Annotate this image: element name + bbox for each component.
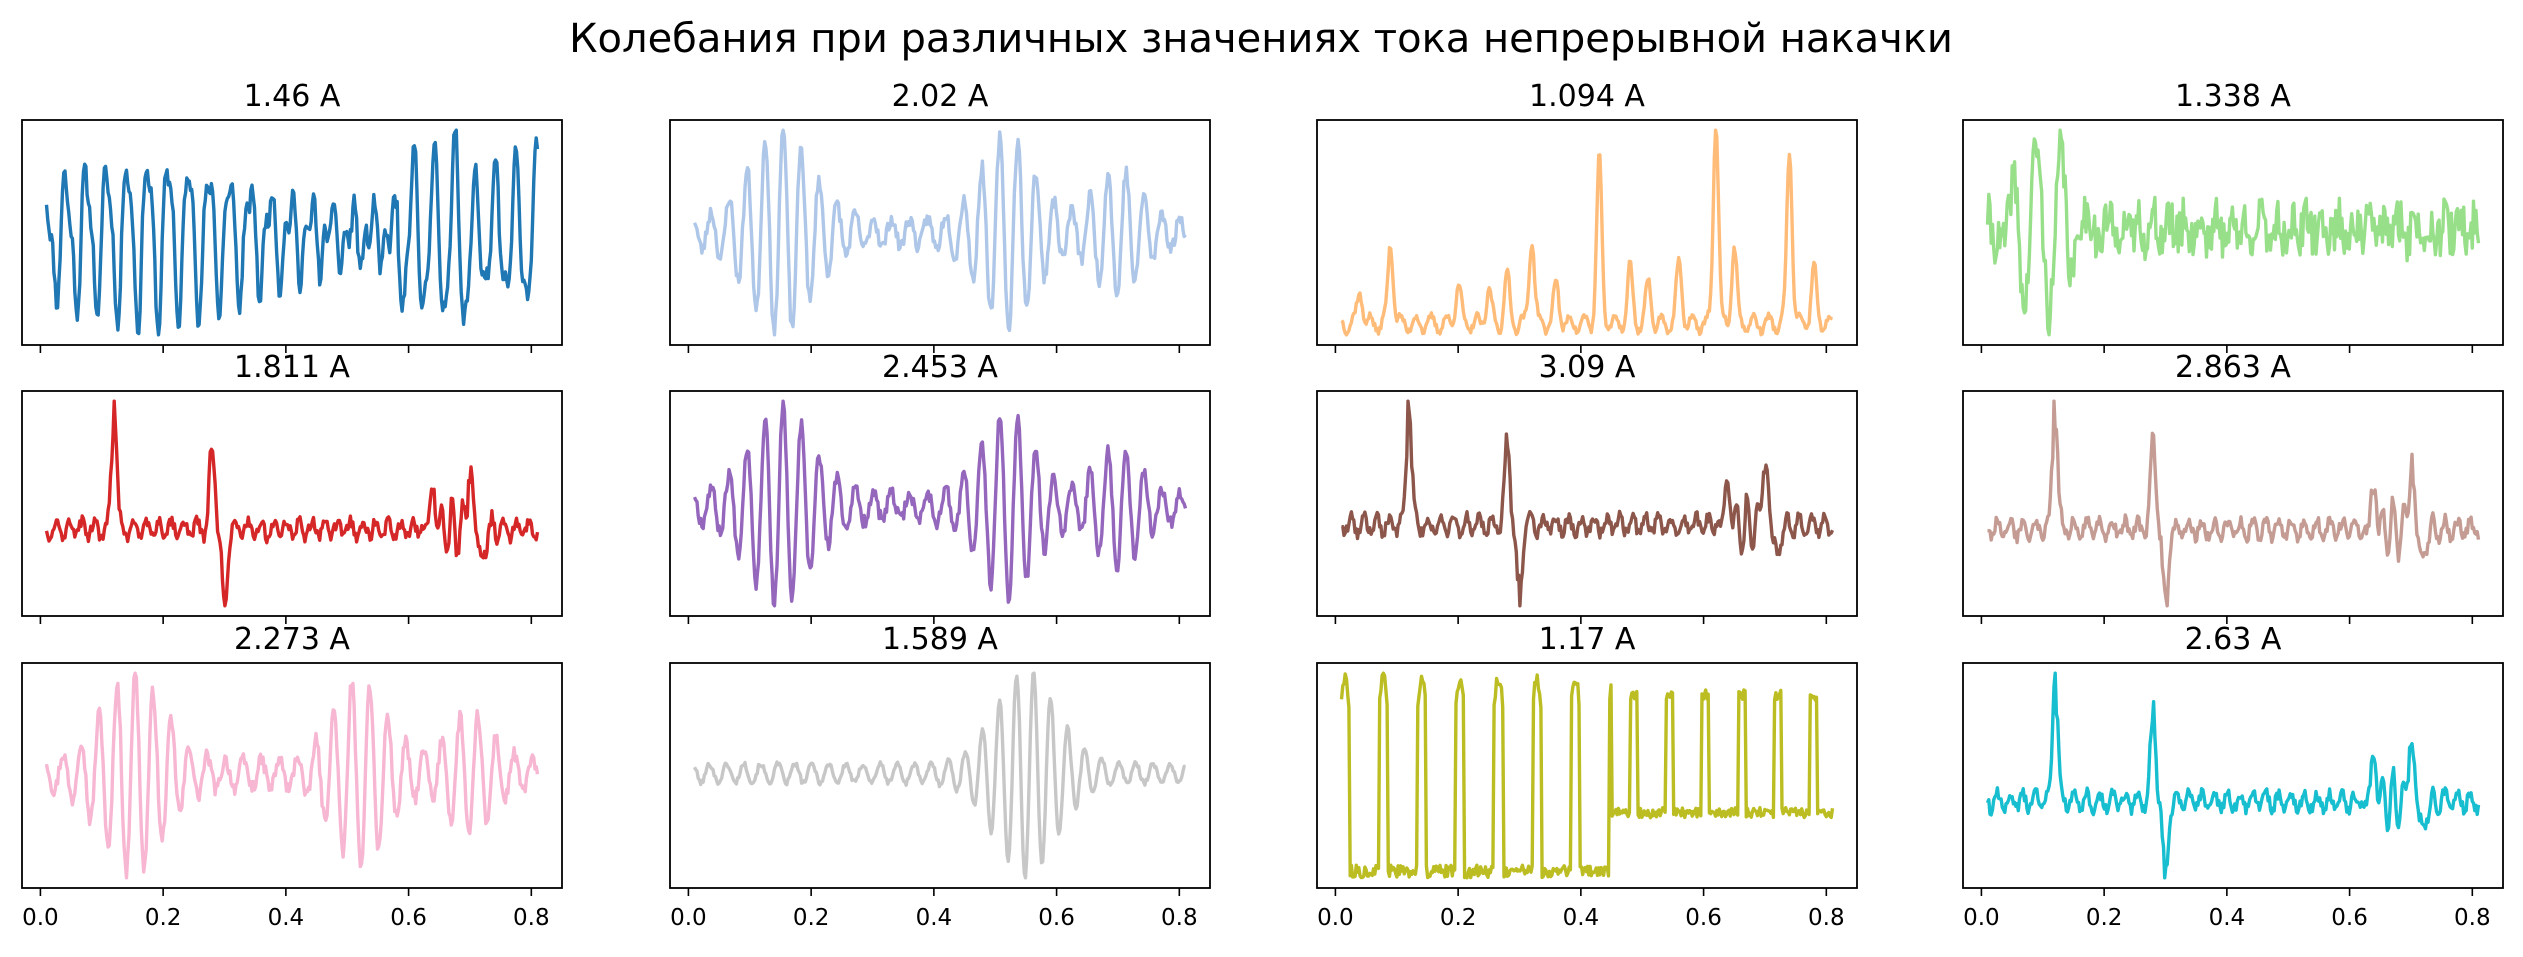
axes-frame bbox=[21, 390, 563, 617]
subplot-title: 2.273 A bbox=[234, 622, 350, 657]
axes-frame bbox=[1962, 119, 2504, 346]
x-tick-label: 0.8 bbox=[1161, 905, 1198, 931]
axes-frame bbox=[1316, 662, 1858, 889]
subplot: 1.094 A bbox=[1316, 79, 1858, 353]
x-tick-label: 0.4 bbox=[1563, 905, 1600, 931]
subplot: 2.453 A bbox=[669, 350, 1211, 624]
x-tick-label: 0.6 bbox=[1038, 905, 1075, 931]
subplot: 2.63 A 0.0 0.2 0.4 0.6 0.8 bbox=[1962, 622, 2504, 931]
subplot: 2.863 A bbox=[1962, 350, 2504, 624]
x-tick-label: 0.4 bbox=[268, 905, 305, 931]
x-tick-label: 0.6 bbox=[2331, 905, 2368, 931]
x-tick-label: 0.6 bbox=[390, 905, 427, 931]
subplot-title: 2.63 A bbox=[2185, 622, 2282, 657]
series-line bbox=[44, 671, 540, 880]
subplot-title: 2.863 A bbox=[2175, 350, 2291, 385]
axes-frame bbox=[1316, 119, 1858, 346]
axes-frame bbox=[669, 119, 1211, 346]
subplot-title: 1.094 A bbox=[1529, 79, 1645, 114]
series-line bbox=[44, 128, 540, 337]
series-line bbox=[1985, 671, 2481, 880]
x-tick-label: 0.6 bbox=[1685, 905, 1722, 931]
x-tick-label: 0.8 bbox=[1808, 905, 1845, 931]
x-tick-label: 0.0 bbox=[22, 905, 59, 931]
subplot-title: 1.589 A bbox=[882, 622, 998, 657]
series-line bbox=[692, 671, 1186, 880]
series-line bbox=[44, 399, 540, 608]
series-line bbox=[1985, 128, 2481, 337]
subplot-title: 2.453 A bbox=[882, 350, 998, 385]
subplot-title: 1.811 A bbox=[234, 350, 350, 385]
x-tick-label: 0.0 bbox=[670, 905, 707, 931]
axes-frame bbox=[1962, 662, 2504, 889]
subplot: 1.338 A bbox=[1962, 79, 2504, 353]
series-line bbox=[1340, 128, 1833, 337]
axes-frame bbox=[21, 119, 563, 346]
series-line bbox=[692, 128, 1187, 337]
axes-frame bbox=[669, 662, 1211, 889]
x-tick-label: 0.0 bbox=[1963, 905, 2000, 931]
subplot-title: 1.46 A bbox=[244, 79, 341, 114]
x-tick-label: 0.4 bbox=[2209, 905, 2246, 931]
subplot: 1.17 A 0.0 0.2 0.4 0.6 0.8 bbox=[1316, 622, 1858, 931]
axes-frame bbox=[21, 662, 563, 889]
x-tick-label: 0.0 bbox=[1317, 905, 1354, 931]
subplot: 1.46 A bbox=[21, 79, 563, 353]
subplot-title: 2.02 A bbox=[892, 79, 989, 114]
x-tick-label: 0.8 bbox=[2454, 905, 2491, 931]
x-tick-label: 0.2 bbox=[1440, 905, 1477, 931]
x-tick-label: 0.8 bbox=[513, 905, 550, 931]
series-line bbox=[1339, 671, 1835, 880]
subplot: 1.589 A 0.0 0.2 0.4 0.6 0.8 bbox=[669, 622, 1211, 931]
subplot: 1.811 A bbox=[21, 350, 563, 624]
subplot-title: 1.17 A bbox=[1539, 622, 1636, 657]
series-line bbox=[1341, 399, 1835, 608]
subplot: 2.273 A 0.0 0.2 0.4 0.6 0.8 bbox=[21, 622, 563, 931]
subplot: 2.02 A bbox=[669, 79, 1211, 353]
subplot-title: 3.09 A bbox=[1539, 350, 1636, 385]
x-tick-label: 0.2 bbox=[2086, 905, 2123, 931]
x-tick-label: 0.2 bbox=[145, 905, 182, 931]
series-line bbox=[692, 399, 1188, 608]
axes-frame bbox=[669, 390, 1211, 617]
subplot-title: 1.338 A bbox=[2175, 79, 2291, 114]
subplots-grid: 1.46 A 2.02 A 1.094 A 1.338 A 1.811 A 2.453 A… bbox=[21, 79, 2504, 931]
axes-frame bbox=[1316, 390, 1858, 617]
series-line bbox=[1987, 399, 2481, 608]
figure-title: Колебания при различных значениях тока н… bbox=[569, 16, 1953, 62]
x-tick-label: 0.4 bbox=[916, 905, 953, 931]
x-tick-label: 0.2 bbox=[793, 905, 830, 931]
axes-frame bbox=[1962, 390, 2504, 617]
subplot: 3.09 A bbox=[1316, 350, 1858, 624]
